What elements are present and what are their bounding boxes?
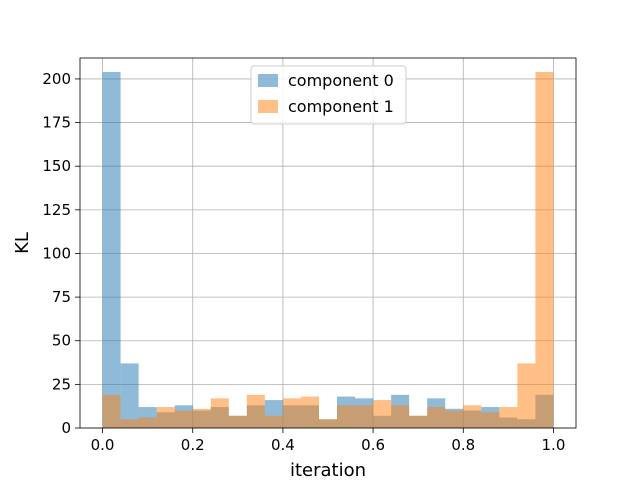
y-tick-label: 150 <box>42 157 71 175</box>
histogram-bar-component-1 <box>481 412 500 428</box>
histogram-bar-component-1 <box>535 71 554 428</box>
histogram-bar-component-1 <box>264 415 283 428</box>
legend-label-component-1: component 1 <box>288 97 394 116</box>
histogram-bar-component-1 <box>373 400 392 428</box>
histogram-bar-component-1 <box>409 415 428 428</box>
bars <box>102 71 554 428</box>
histogram-bar-component-1 <box>300 396 319 428</box>
legend-box <box>250 65 407 125</box>
histogram-bar-component-1 <box>138 417 157 428</box>
x-axis: 0.0 0.2 0.4 0.6 0.8 1.0 <box>91 428 566 454</box>
histogram-bar-component-1 <box>318 419 338 428</box>
histogram-bar-component-1 <box>210 398 229 428</box>
legend-swatch-component-1 <box>258 100 278 113</box>
x-axis-title: iteration <box>290 460 366 480</box>
histogram-bar-component-1 <box>282 398 301 428</box>
y-tick-label: 175 <box>42 114 71 132</box>
x-tick-label: 1.0 <box>542 436 566 454</box>
y-tick-label: 25 <box>52 375 71 393</box>
histogram-bar-component-1 <box>174 410 193 428</box>
legend-swatch-component-0 <box>258 74 278 87</box>
x-tick-label: 0.0 <box>91 436 115 454</box>
histogram-bar-component-1 <box>192 408 211 428</box>
histogram-bar-component-0 <box>120 363 139 428</box>
x-tick-label: 0.4 <box>271 436 295 454</box>
histogram-bar-component-1 <box>156 407 175 428</box>
histogram-bar-component-1 <box>463 405 482 428</box>
x-tick-label: 0.8 <box>451 436 475 454</box>
histogram-bar-component-1 <box>391 405 410 428</box>
histogram-bar-component-1 <box>120 419 139 428</box>
histogram-bar-component-1 <box>102 394 121 428</box>
legend-label-component-0: component 0 <box>288 71 394 90</box>
y-tick-label: 50 <box>52 332 71 350</box>
plot-frame <box>79 57 577 429</box>
y-tick-label: 75 <box>52 288 71 306</box>
legend: component 0 component 1 <box>250 65 407 125</box>
y-axis: 0 25 50 75 100 125 150 175 200 <box>42 70 80 437</box>
y-tick-label: 100 <box>42 244 71 262</box>
histogram-bar-component-1 <box>337 405 356 428</box>
x-tick-label: 0.2 <box>181 436 205 454</box>
histogram-bar-component-1 <box>427 407 446 428</box>
histogram-bar-component-1 <box>517 363 536 428</box>
histogram-bar-component-1 <box>228 415 247 428</box>
y-tick-label: 0 <box>61 419 71 437</box>
histogram-bar-component-0 <box>102 71 121 428</box>
histogram-bar-component-1 <box>246 394 265 428</box>
y-axis-title: KL <box>12 232 33 254</box>
histogram-bar-component-1 <box>499 407 518 428</box>
y-tick-label: 200 <box>42 70 71 88</box>
histogram-bar-component-1 <box>445 410 464 428</box>
histogram-bar-component-1 <box>355 405 374 428</box>
x-tick-label: 0.6 <box>361 436 385 454</box>
y-tick-label: 125 <box>42 201 71 219</box>
